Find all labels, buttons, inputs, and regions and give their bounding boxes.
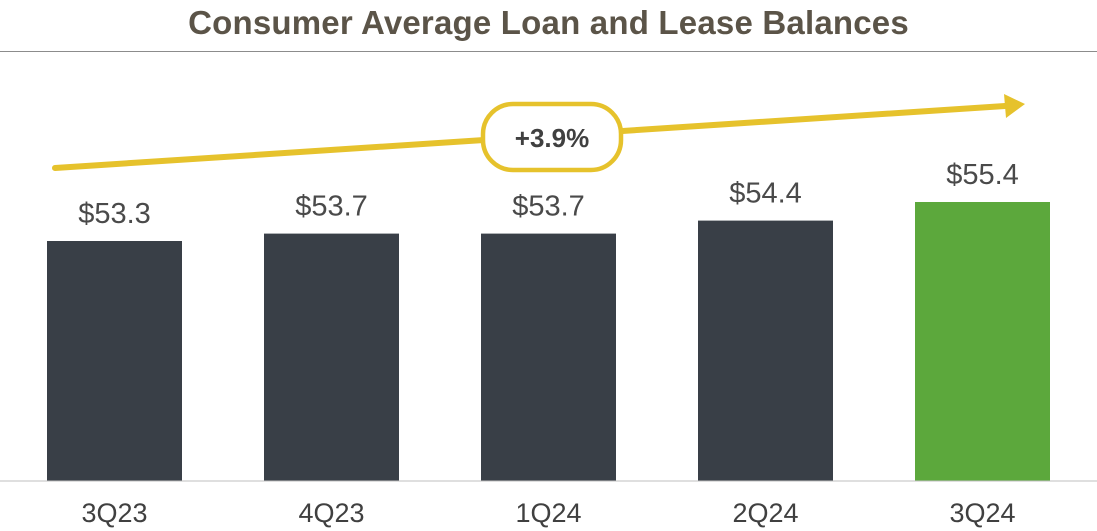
data-label-2q24: $54.4 xyxy=(729,178,802,210)
data-label-3q24: $55.4 xyxy=(946,159,1019,191)
title-divider xyxy=(0,51,1097,52)
x-tick-4q23: 4Q23 xyxy=(298,498,364,528)
data-label-4q23: $53.7 xyxy=(295,191,368,223)
x-tick-1q24: 1Q24 xyxy=(515,498,581,528)
chart-title: Consumer Average Loan and Lease Balances xyxy=(188,4,909,41)
trend-arrow-layer: +3.9% xyxy=(52,94,1025,173)
data-label-1q24: $53.7 xyxy=(512,191,585,223)
bars-layer xyxy=(47,202,1050,481)
x-tick-2q24: 2Q24 xyxy=(732,498,798,528)
growth-label: +3.9% xyxy=(515,123,589,153)
bar-2q24 xyxy=(698,220,833,481)
labels-layer: $53.3 3Q23 $53.7 4Q23 $53.7 1Q24 $54.4 2Q24 $55.… xyxy=(78,159,1019,528)
x-tick-3q24: 3Q24 xyxy=(949,498,1015,528)
bar-3q23 xyxy=(47,241,182,481)
growth-badge xyxy=(480,101,624,173)
bar-1q24 xyxy=(481,233,616,481)
trend-arrow-head xyxy=(1004,94,1025,118)
x-tick-3q23: 3Q23 xyxy=(81,498,147,528)
bar-3q24 xyxy=(915,202,1050,481)
bar-4q23 xyxy=(264,233,399,481)
data-label-3q23: $53.3 xyxy=(78,198,151,230)
